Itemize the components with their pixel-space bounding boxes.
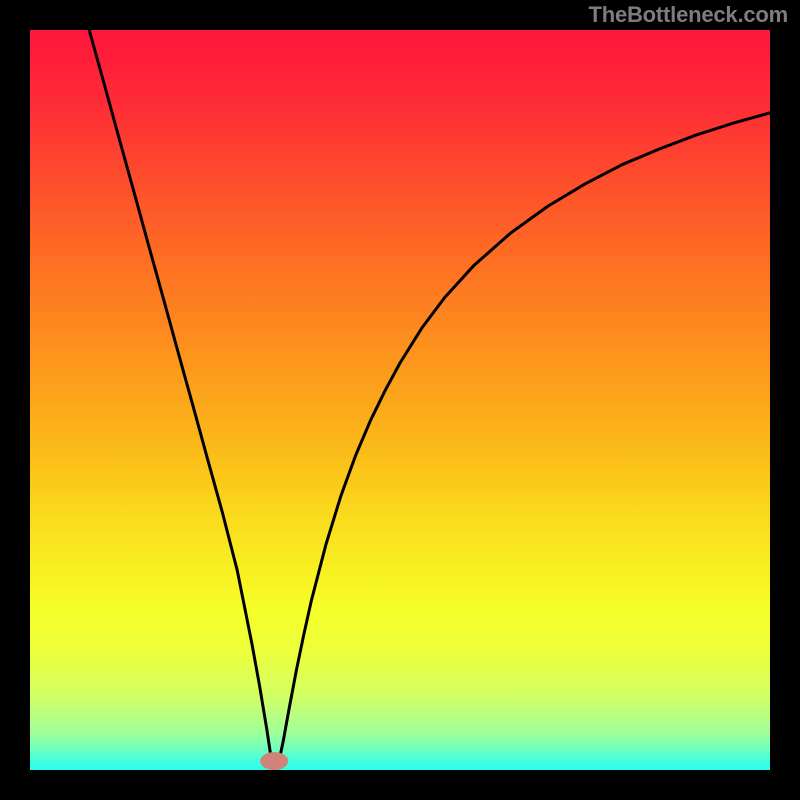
gradient-background — [30, 30, 770, 770]
chart-canvas — [30, 30, 770, 770]
watermark-text: TheBottleneck.com — [588, 2, 788, 28]
plot-area — [30, 30, 770, 770]
chart-frame: TheBottleneck.com — [0, 0, 800, 800]
optimal-point-marker — [260, 752, 288, 770]
